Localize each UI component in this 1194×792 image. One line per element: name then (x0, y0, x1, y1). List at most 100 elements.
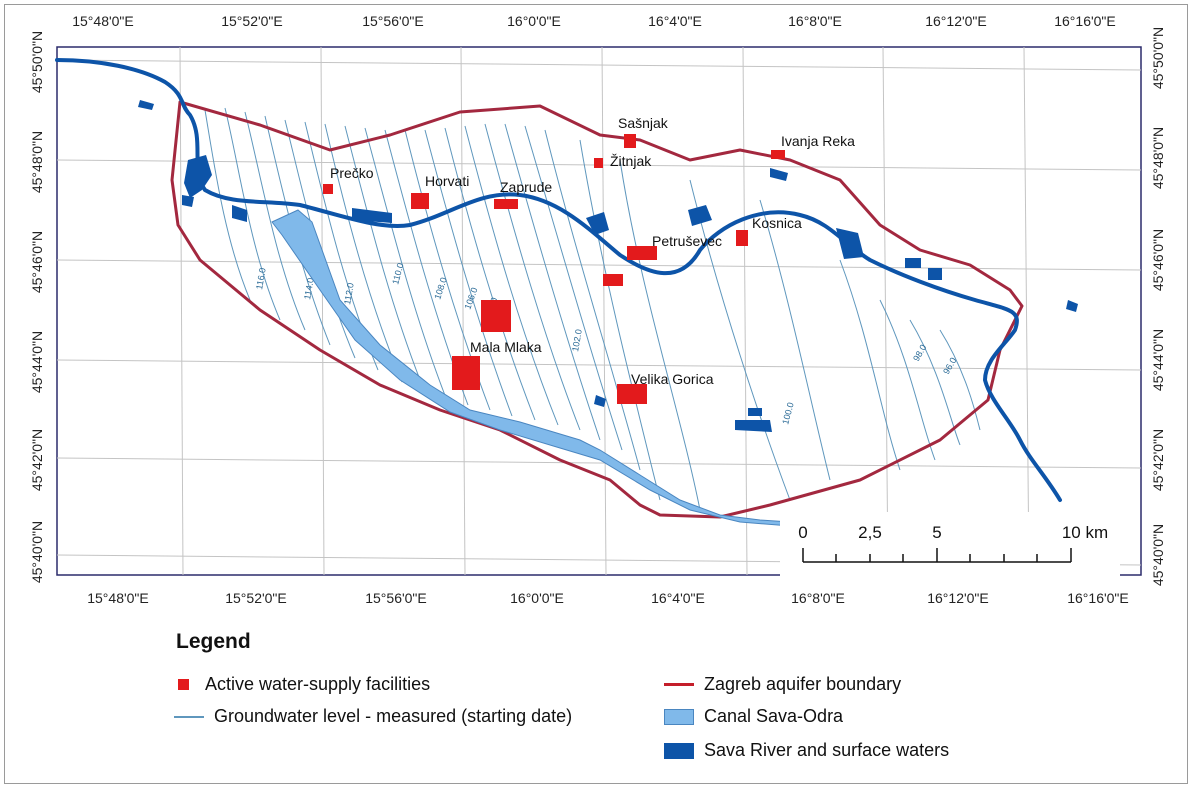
lon-label: 15°56'0"E (365, 590, 427, 606)
place-label-mala-mlaka: Mala Mlaka (470, 339, 542, 355)
facility-marker (481, 300, 511, 332)
surface-water (184, 155, 212, 198)
graticule-parallel (56, 457, 1142, 469)
surface-water (594, 395, 606, 407)
red-line-icon (664, 683, 694, 686)
lat-label: 45°40'0"N (1150, 524, 1166, 586)
graticule-meridian (320, 46, 325, 576)
scale-label: 2,5 (858, 523, 882, 542)
contour-line (484, 123, 581, 431)
facility-marker (494, 199, 518, 209)
scale-label: 10 km (1062, 523, 1108, 542)
surface-water (836, 228, 864, 259)
place-label-zitnjak: Žitnjak (610, 153, 652, 169)
facility-marker (627, 246, 657, 260)
figure-frame (4, 4, 1188, 784)
lat-label: 45°42'0"N (1150, 429, 1166, 491)
lon-label: 16°8'0"E (788, 13, 842, 29)
facility-marker (411, 193, 429, 209)
surface-water (1066, 300, 1078, 312)
contour-line (204, 109, 251, 301)
red-square-icon (178, 679, 189, 690)
surface-water (586, 212, 609, 235)
lon-label: 16°4'0"E (648, 13, 702, 29)
contour-line (504, 123, 601, 441)
scale-bar-ticks (802, 548, 1072, 563)
surface-water (352, 208, 392, 223)
contour-line (759, 199, 831, 481)
facility-marker (736, 230, 748, 246)
surface-water (770, 168, 788, 181)
legend-item-groundwater: Groundwater level - measured (starting d… (174, 706, 572, 727)
legend: Legend Active water-supply facilities Gr… (170, 630, 1070, 780)
water-supply-facilities (323, 134, 785, 404)
surface-water (688, 205, 712, 226)
facility-marker (594, 158, 603, 168)
lat-label: 45°44'0"N (29, 331, 45, 393)
scale-label: 5 (932, 523, 941, 542)
contour-label: 114.0 (302, 277, 316, 300)
place-label-sasnjak: Sašnjak (618, 115, 669, 131)
surface-water (928, 268, 942, 280)
legend-item-river: Sava River and surface waters (664, 740, 949, 761)
legend-label: Active water-supply facilities (205, 674, 431, 694)
facility-marker (323, 184, 333, 194)
lat-label: 45°44'0"N (1150, 329, 1166, 391)
contour-line (689, 179, 791, 501)
graticule-meridian (179, 46, 184, 576)
contour-line (244, 111, 306, 331)
place-label-ivanja-reka: Ivanja Reka (781, 133, 855, 149)
contour-line (909, 319, 961, 446)
legend-label: Sava River and surface waters (704, 740, 950, 760)
graticule-meridian (1023, 46, 1030, 576)
scale-label: 0 (798, 523, 807, 542)
lon-label: 15°48'0"E (87, 590, 149, 606)
place-label-petrusevec: Petruševec (652, 233, 722, 249)
facility-marker (771, 150, 785, 159)
lat-label: 45°46'0"N (1150, 229, 1166, 291)
contour-line (939, 329, 981, 431)
dark-blue-box-icon (664, 742, 694, 759)
contour-line (839, 259, 901, 471)
lat-label: 45°48'0"N (29, 131, 45, 193)
lat-label: 45°50'0"N (1150, 27, 1166, 89)
map: 116.0 114.0 112.0 110.0 108.0 106.0 104.… (29, 13, 1166, 606)
surface-water (232, 205, 247, 222)
surface-water (748, 408, 762, 416)
lon-label: 16°16'0"E (1067, 590, 1129, 606)
lon-label: 16°0'0"E (507, 13, 561, 29)
legend-label: Groundwater level - measured (starting d… (214, 706, 573, 726)
legend-label: Canal Sava-Odra (704, 706, 844, 726)
place-label-kosnica: Kosnica (752, 215, 802, 231)
blue-line-icon (174, 715, 204, 718)
lat-label: 45°42'0"N (29, 429, 45, 491)
contour-line (524, 125, 623, 451)
lon-label: 15°56'0"E (362, 13, 424, 29)
lon-label: 16°12'0"E (925, 13, 987, 29)
contour-label: 112.0 (342, 282, 356, 305)
facility-marker (617, 384, 647, 404)
contour-label: 116.0 (254, 267, 268, 290)
place-labels: Sašnjak Žitnjak Ivanja Reka Prečko Horva… (330, 115, 855, 387)
legend-label: Zagreb aquifer boundary (704, 674, 902, 694)
lon-label: 15°52'0"E (225, 590, 287, 606)
graticule-meridian (460, 46, 466, 576)
lon-label: 15°52'0"E (221, 13, 283, 29)
lat-label: 45°50'0"N (29, 31, 45, 93)
surface-water (182, 195, 194, 207)
lon-label: 16°4'0"E (651, 590, 705, 606)
legend-item-boundary: Zagreb aquifer boundary (664, 674, 901, 695)
contour-line (464, 125, 559, 426)
facility-marker (624, 134, 636, 148)
legend-item-canal: Canal Sava-Odra (664, 706, 843, 727)
contour-line (544, 129, 641, 471)
lon-label: 16°8'0"E (791, 590, 845, 606)
sava-river-and-surface-waters (55, 58, 1078, 502)
scale-bar-background (780, 512, 1120, 577)
light-blue-box-icon (664, 708, 694, 725)
surface-water (905, 258, 921, 268)
graticule-meridian (742, 46, 748, 576)
lat-label: 45°48'0"N (1150, 127, 1166, 189)
contour-line (579, 139, 661, 501)
groundwater-contours (204, 107, 981, 511)
